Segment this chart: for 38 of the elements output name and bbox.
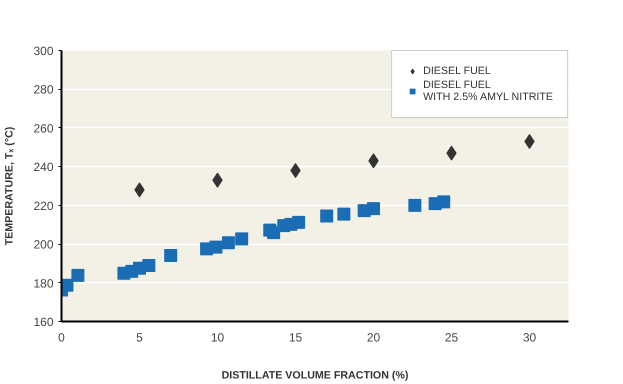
- point: [235, 232, 248, 246]
- y-tick-label: 200: [33, 238, 54, 252]
- x-tick-label: 0: [58, 330, 66, 344]
- point: [524, 134, 535, 149]
- point: [263, 224, 276, 237]
- x-tick-label: 20: [366, 330, 380, 344]
- point: [222, 236, 235, 250]
- x-tick-label: 10: [210, 330, 224, 344]
- x-tick-label: 15: [288, 330, 302, 344]
- y-tick-label: 220: [33, 198, 54, 213]
- y-tick-label: 260: [33, 121, 54, 136]
- point: [437, 195, 450, 208]
- legend-label: DIESEL FUEL WITH 2.5% AMYL NITRITE: [423, 79, 553, 103]
- legend-label: DIESEL FUEL: [423, 65, 491, 77]
- x-tick-label: 30: [522, 330, 536, 344]
- x-axis-title: DISTILLATE VOLUME FRACTION (%): [222, 370, 409, 382]
- x-tick-label: 25: [444, 330, 458, 344]
- point: [209, 240, 222, 254]
- y-tick-label: 160: [33, 315, 54, 329]
- point: [142, 259, 156, 272]
- point: [446, 146, 457, 161]
- y-tick-label: 180: [33, 276, 54, 290]
- point: [134, 182, 145, 198]
- point: [408, 198, 422, 212]
- y-tick-label: 280: [33, 82, 54, 97]
- point: [292, 216, 306, 229]
- y-tick-label: 240: [33, 160, 54, 174]
- point: [212, 172, 223, 188]
- point: [71, 268, 84, 282]
- point: [320, 210, 334, 223]
- point: [164, 248, 178, 262]
- x-tick-label: 5: [136, 330, 144, 344]
- point: [290, 163, 301, 178]
- y-tick-label: 300: [33, 44, 54, 58]
- point: [337, 208, 350, 221]
- point: [368, 153, 379, 168]
- point: [367, 202, 380, 216]
- y-axis-title: TEMPERATURE, Tₓ (°C): [3, 126, 16, 246]
